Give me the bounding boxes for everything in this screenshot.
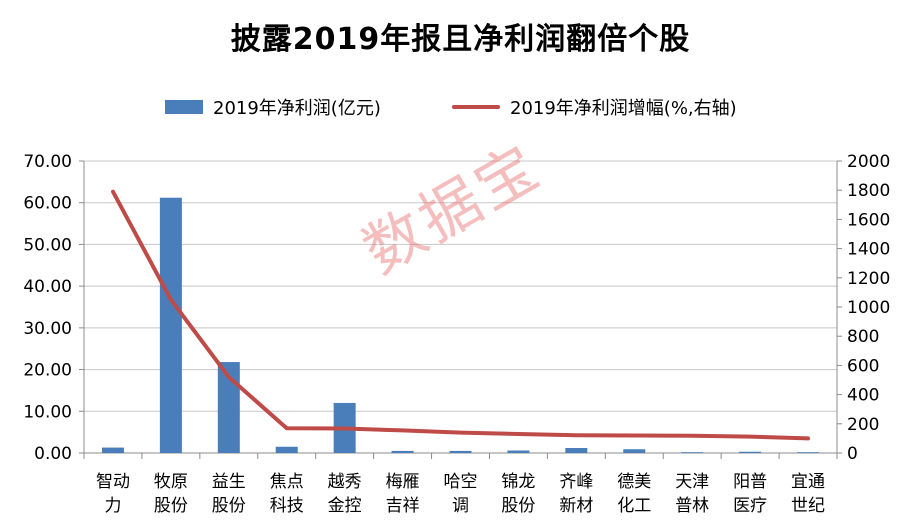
y-left-tick-label: 30.00 [23,319,72,339]
y-left-tick-label: 70.00 [23,152,72,172]
y-left-tick-label: 10.00 [23,402,72,422]
x-category-label: 智动 [96,472,130,492]
x-category-label: 医疗 [733,496,767,516]
legend-line-swatch [452,105,500,109]
x-category-label: 股份 [212,496,246,516]
y-right-tick-label: 400 [847,386,879,406]
x-category-label: 天津 [675,472,709,492]
x-category-label: 阳普 [733,472,767,492]
x-category-label: 梅雁 [386,472,420,492]
x-category-label: 哈空 [444,472,478,492]
y-right-tick-label: 1600 [847,210,890,230]
y-right-tick-label: 200 [847,415,879,435]
legend-label-bar: 2019年净利润(亿元) [213,98,381,119]
bar [275,446,298,453]
x-category-label: 宜通 [791,472,825,492]
legend-label-line: 2019年净利润增幅(%,右轴) [510,98,737,119]
y-left-tick-label: 50.00 [23,235,72,255]
y-right-tick-label: 1000 [847,298,890,318]
legend-item-line: 2019年净利润增幅(%,右轴) [452,94,737,120]
bar [391,450,414,453]
x-category-label: 科技 [270,496,304,516]
y-left-tick-label: 0.00 [34,444,72,464]
legend-item-bar: 2019年净利润(亿元) [165,94,381,120]
x-category-label: 股份 [501,496,535,516]
x-category-label: 吉祥 [386,496,420,516]
x-category-label: 股份 [154,496,188,516]
x-category-label: 牧原 [154,472,188,492]
y-left-tick-label: 40.00 [23,277,72,297]
x-category-label: 力 [104,496,121,516]
legend: 2019年净利润(亿元) 2019年净利润增幅(%,右轴) [0,94,921,120]
x-category-label: 金控 [328,496,362,516]
bar [797,452,820,453]
y-right-tick-label: 1200 [847,269,890,289]
bar [159,197,182,453]
y-right-tick-label: 0 [847,444,858,464]
growth-line [111,189,810,441]
x-category-label: 调 [452,496,469,516]
x-category-label: 益生 [212,472,246,492]
bar [507,450,530,453]
bar [681,452,704,453]
bar [449,450,472,453]
x-category-label: 越秀 [328,472,362,492]
x-category-label: 新材 [559,496,593,516]
y-right-tick-label: 1800 [847,181,890,201]
y-right-tick-label: 2000 [847,152,890,172]
y-left-tick-label: 60.00 [23,194,72,214]
chart-title: 披露2019年报且净利润翻倍个股 [230,22,691,57]
legend-bar-swatch [165,100,203,114]
y-right-tick-label: 600 [847,356,879,376]
bar [217,362,240,453]
y-left-tick-label: 20.00 [23,361,72,381]
x-category-label: 世纪 [791,496,825,516]
y-right-tick-label: 1400 [847,240,890,260]
x-category-label: 化工 [617,496,651,516]
y-right-tick-label: 800 [847,327,879,347]
x-category-label: 焦点 [270,472,304,492]
bar [623,449,646,453]
x-category-label: 普林 [675,496,709,516]
bar [101,447,124,453]
x-category-label: 德美 [617,472,651,492]
x-category-label: 齐峰 [559,472,593,492]
x-category-label: 锦龙 [501,472,535,492]
bar [739,451,762,453]
bar [565,447,588,453]
